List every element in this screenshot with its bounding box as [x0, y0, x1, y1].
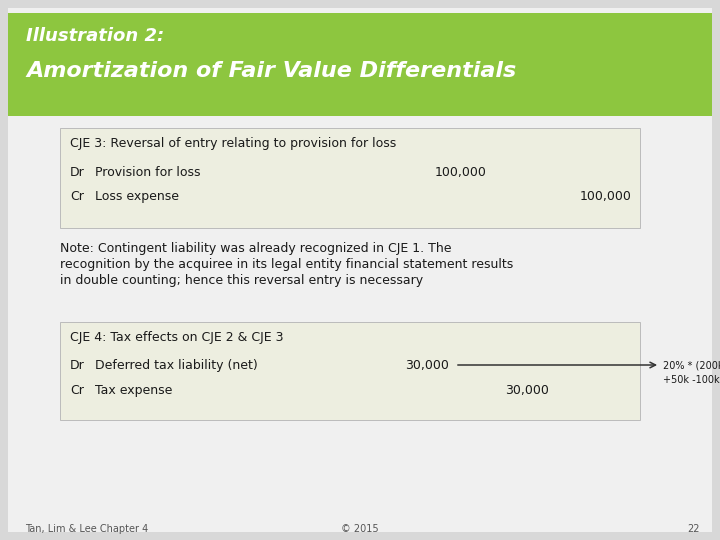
Text: Loss expense: Loss expense [95, 190, 179, 203]
FancyBboxPatch shape [8, 13, 712, 116]
Text: 30,000: 30,000 [405, 359, 449, 372]
Text: Provision for loss: Provision for loss [95, 166, 200, 179]
Text: 30,000: 30,000 [505, 384, 549, 397]
Text: Cr: Cr [70, 384, 84, 397]
Text: Dr: Dr [70, 166, 85, 179]
Text: recognition by the acquiree in its legal entity financial statement results: recognition by the acquiree in its legal… [60, 258, 513, 271]
Text: © 2015: © 2015 [341, 524, 379, 534]
FancyBboxPatch shape [60, 322, 640, 420]
Text: +50k -100k): +50k -100k) [663, 374, 720, 384]
Text: 100,000: 100,000 [580, 190, 632, 203]
Text: 100,000: 100,000 [435, 166, 487, 179]
Text: Tan, Lim & Lee Chapter 4: Tan, Lim & Lee Chapter 4 [25, 524, 148, 534]
Text: Amortization of Fair Value Differentials: Amortization of Fair Value Differentials [26, 61, 516, 81]
Text: Dr: Dr [70, 359, 85, 372]
Text: Deferred tax liability (net): Deferred tax liability (net) [95, 359, 258, 372]
Text: Illustration 2:: Illustration 2: [26, 27, 164, 45]
Text: in double counting; hence this reversal entry is necessary: in double counting; hence this reversal … [60, 274, 423, 287]
Text: 20% * (200k: 20% * (200k [663, 360, 720, 370]
FancyBboxPatch shape [8, 8, 712, 532]
Text: 22: 22 [688, 524, 700, 534]
FancyBboxPatch shape [60, 128, 640, 228]
Text: Tax expense: Tax expense [95, 384, 172, 397]
Text: Cr: Cr [70, 190, 84, 203]
Text: CJE 3: Reversal of entry relating to provision for loss: CJE 3: Reversal of entry relating to pro… [70, 137, 396, 150]
Text: Note: Contingent liability was already recognized in CJE 1. The: Note: Contingent liability was already r… [60, 242, 451, 255]
Text: CJE 4: Tax effects on CJE 2 & CJE 3: CJE 4: Tax effects on CJE 2 & CJE 3 [70, 331, 284, 344]
